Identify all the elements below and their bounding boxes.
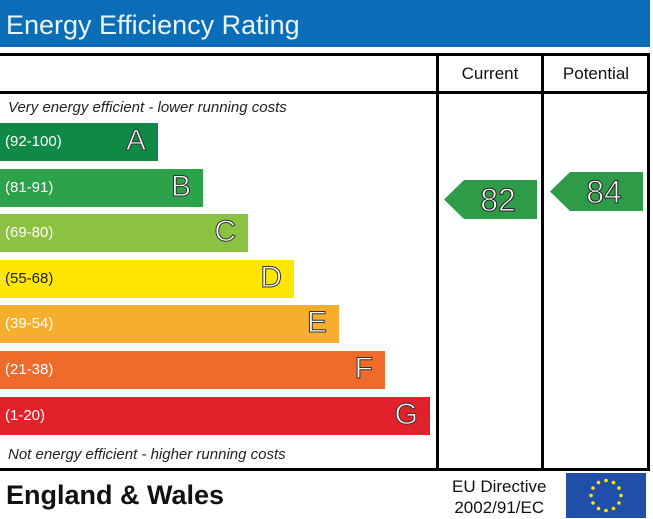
bar-F: (21-38) F: [0, 351, 385, 389]
bar-range: (21-38): [5, 361, 54, 378]
eu-star-icon: [619, 493, 623, 498]
bar-D: (55-68) D: [0, 260, 294, 298]
bar-letter: B: [170, 170, 191, 204]
eu-flag-icon: [566, 473, 646, 518]
eu-star-icon: [589, 493, 593, 498]
directive-line1: EU Directive: [452, 477, 547, 496]
potential-rating-value: 84: [586, 174, 623, 211]
column-header-current: Current: [461, 64, 519, 83]
header-divider: [0, 91, 650, 94]
eu-star-icon: [596, 506, 601, 511]
column-header-potential: Potential: [562, 64, 630, 83]
footer-divider: [0, 468, 650, 471]
chart-title: Energy Efficiency Rating: [0, 0, 650, 47]
bar-letter: G: [394, 398, 418, 432]
current-rating-value: 82: [480, 182, 517, 219]
bar-letter: C: [214, 215, 237, 249]
bar-range: (39-54): [5, 315, 54, 332]
eu-star-icon: [591, 486, 595, 490]
top-note: Very energy efficient - lower running co…: [8, 99, 287, 116]
bar-range: (1-20): [5, 407, 46, 424]
eu-star-icon: [604, 478, 608, 483]
bottom-note: Not energy efficient - higher running co…: [8, 446, 286, 463]
bar-A: (92-100) A: [0, 123, 158, 161]
bar-range: (55-68): [5, 270, 54, 287]
eu-star-icon: [591, 501, 595, 505]
bar-range: (69-80): [5, 224, 54, 241]
eu-star-icon: [617, 486, 621, 490]
bar-range: (92-100): [5, 133, 62, 150]
bar-range: (81-91): [5, 179, 54, 196]
bar-C: (69-80) C: [0, 214, 248, 252]
eu-star-icon: [604, 508, 608, 513]
bar-letter: D: [260, 261, 283, 295]
eu-star-icon: [611, 506, 616, 511]
bar-B: (81-91) B: [0, 169, 203, 207]
potential-rating-arrow: 84: [550, 172, 643, 211]
eu-directive: EU Directive 2002/91/EC: [452, 476, 546, 518]
eu-star-icon: [611, 480, 616, 485]
bar-E: (39-54) E: [0, 305, 339, 343]
eu-star-icon: [617, 501, 621, 505]
bar-G: (1-20) G: [0, 397, 430, 435]
bar-letter: A: [125, 124, 146, 158]
column-divider: [541, 53, 544, 471]
eu-star-icon: [596, 480, 601, 485]
bar-letter: E: [306, 306, 327, 340]
current-rating-arrow: 82: [444, 180, 537, 219]
bar-letter: F: [354, 352, 373, 386]
column-divider: [436, 53, 439, 471]
region-label: England & Wales: [6, 480, 225, 510]
directive-line2: 2002/91/EC: [454, 498, 545, 517]
